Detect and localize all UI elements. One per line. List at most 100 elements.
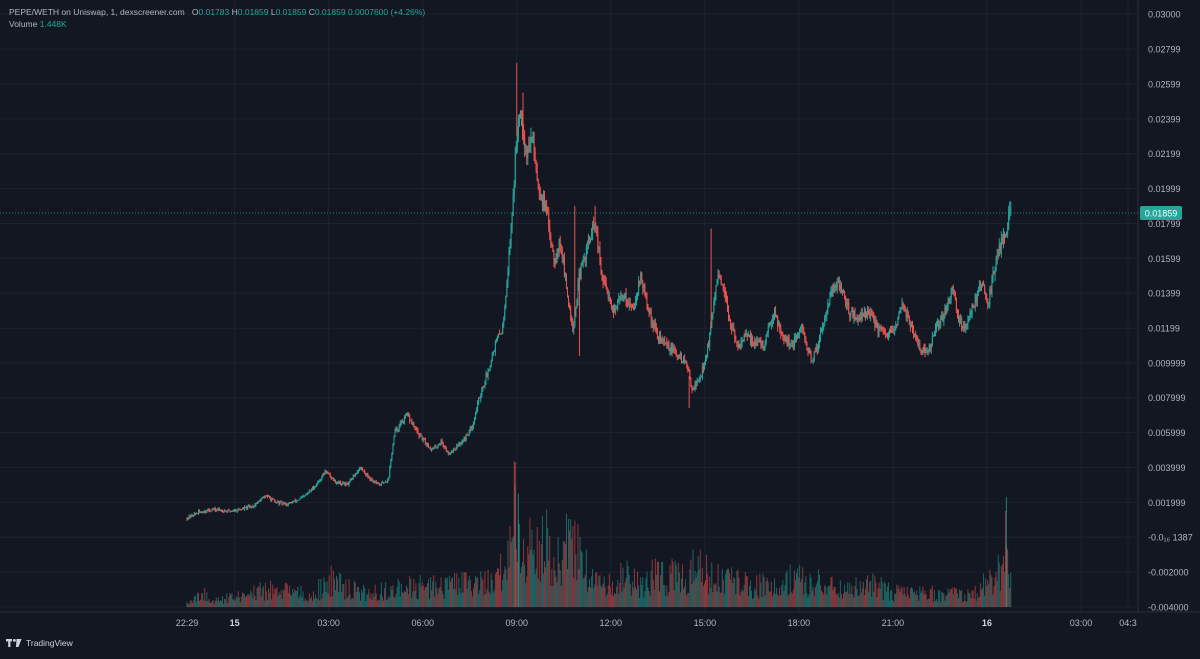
- volume-bar: [974, 585, 976, 607]
- volume-bar: [345, 579, 347, 607]
- volume-bar: [643, 597, 645, 607]
- volume-bar: [324, 581, 326, 607]
- candle-body: [913, 330, 915, 336]
- x-tick-label: 06:00: [411, 618, 434, 628]
- candle-body: [392, 443, 394, 454]
- candle-body: [599, 248, 601, 264]
- volume-bar: [915, 594, 917, 607]
- volume-bar: [633, 568, 635, 607]
- volume-bar: [716, 591, 718, 607]
- volume-bar: [550, 585, 552, 607]
- candle-body: [215, 509, 217, 511]
- volume-bar: [318, 578, 320, 607]
- candle-body: [341, 483, 343, 485]
- volume-bar: [502, 579, 504, 607]
- candle-body: [560, 245, 562, 250]
- candle-body: [506, 283, 508, 297]
- candle-body: [393, 435, 395, 444]
- candle-body: [766, 332, 768, 336]
- volume-bar: [774, 578, 776, 607]
- candle-body: [703, 361, 705, 370]
- candle-body: [516, 134, 518, 148]
- volume-bar: [418, 583, 420, 607]
- x-axis[interactable]: 22:29 15 03:00 06:00 09:00 12:00 15:00 18:00 21:…: [176, 618, 1137, 628]
- candle-body: [252, 506, 254, 508]
- candle-body: [868, 310, 870, 314]
- candle-body: [596, 226, 598, 232]
- candle-body: [839, 285, 841, 290]
- candle-body: [554, 260, 556, 262]
- candle-body: [769, 322, 771, 325]
- volume-bar: [434, 596, 436, 607]
- volume-bar: [317, 599, 319, 607]
- volume-bar: [975, 600, 977, 607]
- volume-bar: [195, 602, 197, 607]
- volume-bar: [622, 567, 624, 607]
- candle-body: [676, 355, 678, 357]
- volume-bar: [679, 592, 681, 607]
- volume-bar: [466, 588, 468, 607]
- volume-bar: [844, 584, 846, 607]
- volume-bar: [940, 601, 942, 607]
- volume-bar: [456, 573, 458, 607]
- volume-bar: [471, 596, 473, 607]
- y-tick-label: -0.004000: [1148, 603, 1189, 613]
- candle-body: [280, 501, 282, 503]
- y-tick-label: 0.003999: [1148, 463, 1186, 473]
- volume-bar: [670, 573, 672, 607]
- candle-body: [708, 344, 710, 346]
- volume-bar: [930, 589, 932, 607]
- candle-body: [289, 502, 291, 504]
- volume-bar: [900, 588, 902, 607]
- candle-body: [210, 510, 212, 512]
- volume-bar: [917, 595, 919, 607]
- volume-bar: [623, 588, 625, 607]
- candle-body: [634, 301, 636, 307]
- volume-bar: [423, 590, 425, 607]
- volume-bar: [675, 564, 677, 607]
- volume-bar: [836, 594, 838, 607]
- volume-bar: [429, 599, 431, 607]
- volume-bar: [547, 528, 549, 607]
- volume-bar: [546, 509, 548, 607]
- volume-bar: [756, 575, 758, 607]
- candle-body: [810, 354, 812, 361]
- volume-bar: [350, 599, 352, 607]
- volume-bar: [584, 574, 586, 607]
- volume-bar: [505, 569, 507, 607]
- candle-body: [347, 483, 349, 485]
- volume-bar: [328, 575, 330, 607]
- candle-body: [358, 468, 360, 471]
- candle-body: [799, 330, 801, 334]
- candle-body: [870, 312, 872, 316]
- volume-bar: [483, 595, 485, 607]
- volume-bar: [699, 549, 701, 607]
- candle-body: [580, 263, 582, 279]
- volume-bar: [417, 599, 419, 607]
- volume-bar: [327, 593, 329, 607]
- candle-body: [376, 482, 378, 484]
- candle-body: [837, 280, 839, 282]
- volume-bar: [576, 580, 578, 607]
- candle-body: [1006, 232, 1008, 236]
- volume-bar: [901, 586, 903, 607]
- volume-bar: [233, 598, 235, 607]
- y-axis[interactable]: 0.030000.027990.025990.023990.021990.019…: [1148, 10, 1193, 613]
- volume-bar: [202, 593, 204, 607]
- tradingview-branding[interactable]: TradingView: [6, 638, 73, 648]
- volume-bar: [532, 554, 534, 607]
- volume-bar: [319, 600, 321, 607]
- volume-bar: [237, 591, 239, 607]
- volume-bar: [937, 601, 939, 607]
- candle-body: [300, 497, 302, 499]
- candle-body: [772, 315, 774, 320]
- candle-body: [955, 300, 957, 311]
- candle-body: [484, 384, 486, 388]
- volume-bar: [445, 578, 447, 607]
- candle-body: [383, 482, 385, 484]
- volume-bar: [663, 585, 665, 607]
- candle-body: [647, 307, 649, 309]
- volume-bar: [527, 546, 529, 607]
